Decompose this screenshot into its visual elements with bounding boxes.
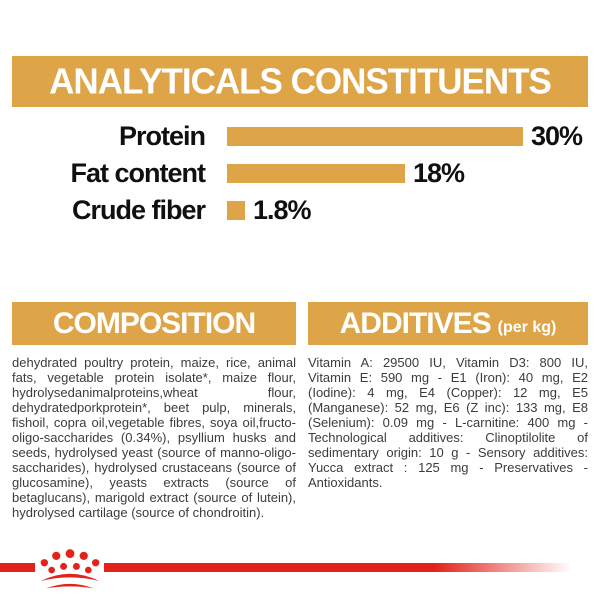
composition-section: COMPOSITION dehydrated poultry protein, … — [12, 302, 296, 520]
chart-row-label: Fat content — [70, 158, 207, 188]
chart-row-value: 1.8% — [253, 195, 312, 225]
chart-row-value: 30% — [531, 121, 583, 151]
composition-body: dehydrated poultry protein, maize, rice,… — [12, 355, 296, 520]
brand-stripe-left — [0, 563, 35, 572]
chart-row-value: 18% — [413, 158, 465, 188]
additives-body: Vitamin A: 29500 IU, Vitamin D3: 800 IU,… — [308, 355, 588, 490]
analytical-constituents-title: ANALYTICALS CONSTITUENTS — [49, 60, 552, 102]
analytical-bar-chart: Protein 30% Fat content 18% Crude fiber … — [0, 118, 600, 229]
composition-title: COMPOSITION — [52, 306, 256, 340]
chart-row-fat-content: Fat content 18% — [0, 155, 600, 192]
chart-row-crude-fiber: Crude fiber 1.8% — [0, 192, 600, 229]
brand-stripe-right — [104, 563, 576, 572]
fat-content-bar — [227, 164, 405, 183]
protein-bar — [227, 127, 523, 146]
additives-section: ADDITIVES (per kg) Vitamin A: 29500 IU, … — [308, 302, 588, 490]
royal-canin-crown-icon — [40, 549, 100, 589]
composition-header: COMPOSITION — [12, 302, 296, 345]
additives-header: ADDITIVES (per kg) — [308, 302, 588, 345]
chart-row-label: Crude fiber — [71, 195, 206, 225]
additives-title-suffix: (per kg) — [497, 318, 557, 336]
additives-title: ADDITIVES — [339, 306, 492, 340]
analytical-constituents-header: ANALYTICALS CONSTITUENTS — [12, 56, 588, 107]
chart-row-label: Protein — [118, 121, 206, 151]
chart-row-protein: Protein 30% — [0, 118, 600, 155]
crude-fiber-bar — [227, 201, 245, 220]
